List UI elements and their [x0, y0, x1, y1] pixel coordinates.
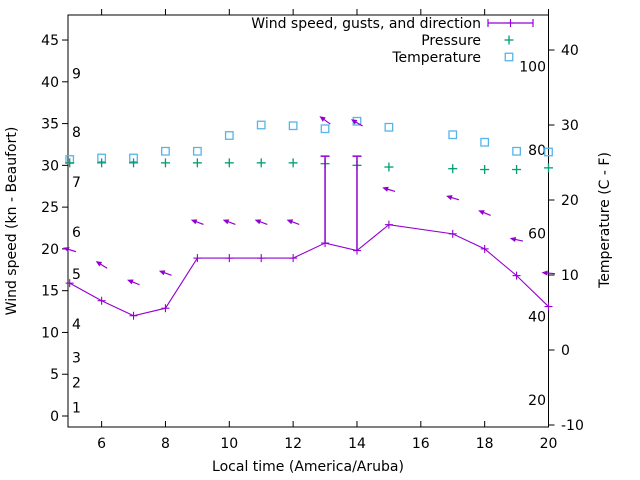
- wind-direction-arrow-tail: [323, 118, 331, 125]
- y-left-tick-label: 20: [41, 242, 59, 258]
- wind-direction-arrow-tail: [291, 220, 300, 225]
- beaufort-inner-label: 7: [72, 175, 81, 191]
- x-axis-title: Local time (America/Aruba): [212, 459, 404, 475]
- legend-label-pressure: Pressure: [421, 33, 481, 49]
- wind-direction-arrow-head: [222, 219, 230, 225]
- temperature-marker: [224, 131, 234, 140]
- beaufort-inner-label: 5: [72, 267, 81, 283]
- wind-direction-arrow-tail: [546, 272, 556, 275]
- chart-generated-layer: 6 8 10 12 14 16 18 2005101520253035404512345678…: [41, 9, 584, 452]
- wind-direction-arrow-tail: [259, 220, 268, 225]
- wind-direction-arrow-head: [478, 210, 485, 216]
- legend-label-wind: Wind speed, gusts, and direction: [251, 16, 481, 32]
- wind-direction-arrow-head: [350, 119, 358, 125]
- beaufort-inner-label: 1: [72, 401, 81, 417]
- y-left-tick-label: 0: [50, 409, 59, 425]
- x-tick-label: 14: [348, 436, 366, 452]
- y-right-tick-label: 0: [561, 343, 570, 359]
- wind-direction-arrow-head: [509, 236, 517, 243]
- wind-direction-arrow-head: [190, 219, 198, 225]
- wind-direction-arrow-head: [319, 116, 326, 122]
- beaufort-inner-label: 4: [72, 317, 81, 333]
- y-left-tick-label: 10: [41, 325, 59, 341]
- temperature-marker: [288, 121, 298, 131]
- right-axis-title: Temperature (C - F): [597, 152, 613, 289]
- fahrenheit-inner-label: 40: [528, 310, 546, 326]
- temperature-marker: [192, 146, 202, 156]
- wind-direction-arrow-head: [446, 195, 453, 201]
- temperature-marker: [161, 146, 170, 156]
- x-tick-label: 10: [220, 436, 238, 452]
- wind-direction-arrow-tail: [354, 121, 363, 127]
- wind-direction-arrow-tail: [482, 211, 491, 216]
- wind-direction-arrow-tail: [195, 220, 204, 225]
- wind-direction-arrow-tail: [514, 238, 524, 242]
- beaufort-inner-label: 8: [72, 125, 81, 141]
- temperature-marker: [384, 122, 394, 132]
- beaufort-inner-label: 6: [72, 225, 81, 241]
- fahrenheit-inner-label: 100: [519, 60, 546, 76]
- y-right-tick-label: 10: [561, 268, 579, 284]
- y-left-tick-label: 5: [50, 367, 59, 383]
- wind-direction-arrow-tail: [450, 196, 460, 201]
- plot-border: [67, 14, 549, 428]
- wind-direction-arrow-tail: [67, 248, 77, 253]
- temperature-marker: [512, 146, 521, 156]
- x-tick-label: 16: [412, 436, 430, 452]
- legend-sample-temperature: [504, 52, 514, 62]
- y-left-tick-label: 30: [41, 158, 59, 174]
- y-left-tick-label: 40: [41, 75, 59, 91]
- beaufort-inner-label: 9: [72, 66, 81, 82]
- y-right-tick-label: 30: [561, 118, 579, 134]
- temperature-marker: [256, 120, 266, 130]
- y-right-tick-label: 40: [561, 43, 579, 59]
- wind-direction-arrow-tail: [227, 220, 236, 225]
- wind-direction-arrow-head: [382, 186, 389, 192]
- beaufort-inner-label: 2: [72, 376, 81, 392]
- y-left-tick-label: 35: [41, 117, 59, 133]
- y-right-tick-label: 20: [561, 193, 579, 209]
- fahrenheit-inner-label: 60: [528, 226, 546, 242]
- wind-direction-arrow-head: [541, 270, 548, 276]
- wind-direction-arrow-head: [127, 279, 134, 285]
- x-tick-label: 20: [540, 436, 558, 452]
- wind-direction-arrow-head: [286, 219, 294, 225]
- wind-direction-arrow-head: [63, 246, 70, 252]
- wind-direction-arrow-tail: [386, 188, 396, 193]
- fahrenheit-inner-label: 20: [528, 393, 546, 409]
- fahrenheit-inner-label: 80: [528, 143, 546, 159]
- left-axis-title: Wind speed (kn - Beaufort): [4, 127, 20, 316]
- x-tick-label: 6: [97, 436, 106, 452]
- temperature-marker: [448, 130, 458, 140]
- wind-direction-arrow-head: [254, 219, 262, 225]
- x-tick-label: 18: [476, 436, 494, 452]
- temperature-marker: [544, 147, 553, 157]
- temperature-marker: [480, 137, 490, 147]
- x-tick-label: 8: [161, 436, 170, 452]
- beaufort-inner-label: 3: [72, 351, 81, 367]
- y-left-tick-label: 25: [41, 200, 59, 216]
- y-left-tick-label: 45: [41, 33, 59, 49]
- wind-direction-arrow-tail: [131, 281, 140, 286]
- wind-direction-arrow-head: [158, 270, 166, 276]
- wind-direction-arrow-tail: [99, 263, 108, 269]
- temperature-marker: [320, 124, 330, 134]
- wind-direction-arrow-tail: [163, 271, 172, 276]
- y-left-tick-label: 15: [41, 284, 59, 300]
- wind-direction-arrow-head: [95, 261, 103, 267]
- legend-label-temperature: Temperature: [391, 50, 481, 66]
- y-right-tick-label: -10: [561, 418, 584, 434]
- x-tick-label: 12: [284, 436, 302, 452]
